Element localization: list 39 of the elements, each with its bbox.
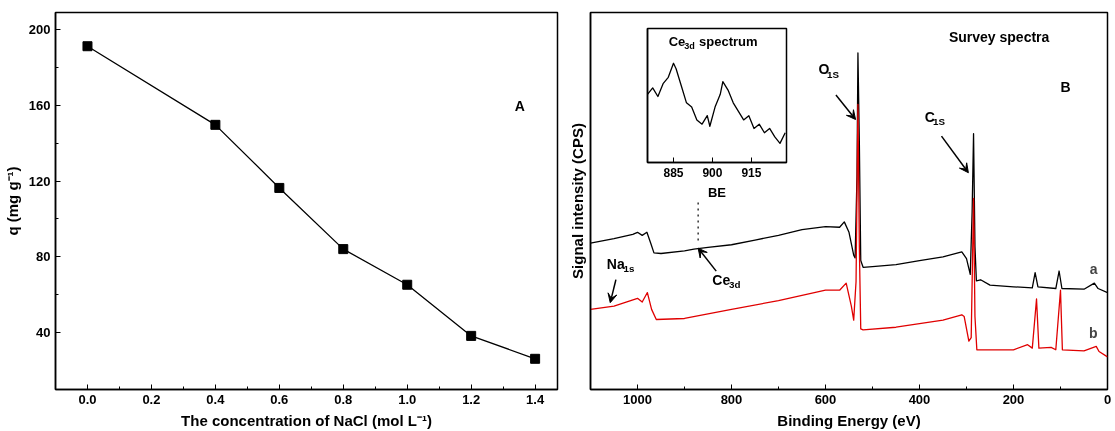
x-tick-label: 0.2 <box>142 391 161 407</box>
x-tick-label: 0.4 <box>206 391 226 407</box>
series-label: a <box>1089 260 1098 277</box>
x-tick-label: 1.4 <box>526 391 545 407</box>
x-tick-label: 885 <box>663 165 684 180</box>
y-tick-label: 40 <box>36 325 51 341</box>
y-tick-label: 120 <box>28 173 51 189</box>
y-tick-label: 200 <box>28 22 51 38</box>
annotation: B <box>1060 78 1071 95</box>
y-tick-label: 160 <box>28 97 51 113</box>
text: Survey spectra <box>948 29 1050 46</box>
x-tick-label: 1000 <box>623 391 652 407</box>
y-axis-title: Signal intensity (CPS) <box>568 123 586 279</box>
point <box>466 330 477 341</box>
point <box>530 353 541 364</box>
x-tick-label: 400 <box>908 391 931 407</box>
x-axis-title: Binding Energy (eV) <box>777 411 921 429</box>
x-tick-label: 1.2 <box>462 391 481 407</box>
point <box>338 244 349 255</box>
point <box>274 182 285 193</box>
x-tick-label: 200 <box>1002 391 1025 407</box>
x-tick-label: 1.0 <box>398 391 417 407</box>
point <box>402 279 413 290</box>
x-axis-title: BE <box>707 184 727 200</box>
x-tick-label: 900 <box>702 165 723 180</box>
x-tick-label: 600 <box>814 391 837 407</box>
x-tick-label: 0.6 <box>270 391 289 407</box>
series-label: b <box>1088 324 1098 341</box>
y-tick-label: 80 <box>36 249 51 265</box>
x-axis-title: The concentration of NaCl (mol L⁻¹) <box>181 411 432 429</box>
x-tick-label: 0 <box>1103 391 1112 407</box>
annotation: A <box>514 98 525 114</box>
point <box>210 119 221 130</box>
x-tick-label: 800 <box>720 391 743 407</box>
x-tick-label: 915 <box>741 165 762 180</box>
x-tick-label: 0.8 <box>334 391 353 407</box>
point <box>82 41 93 52</box>
y-axis-title: q (mg g⁻¹) <box>3 166 21 236</box>
x-tick-label: 0.0 <box>78 391 97 407</box>
